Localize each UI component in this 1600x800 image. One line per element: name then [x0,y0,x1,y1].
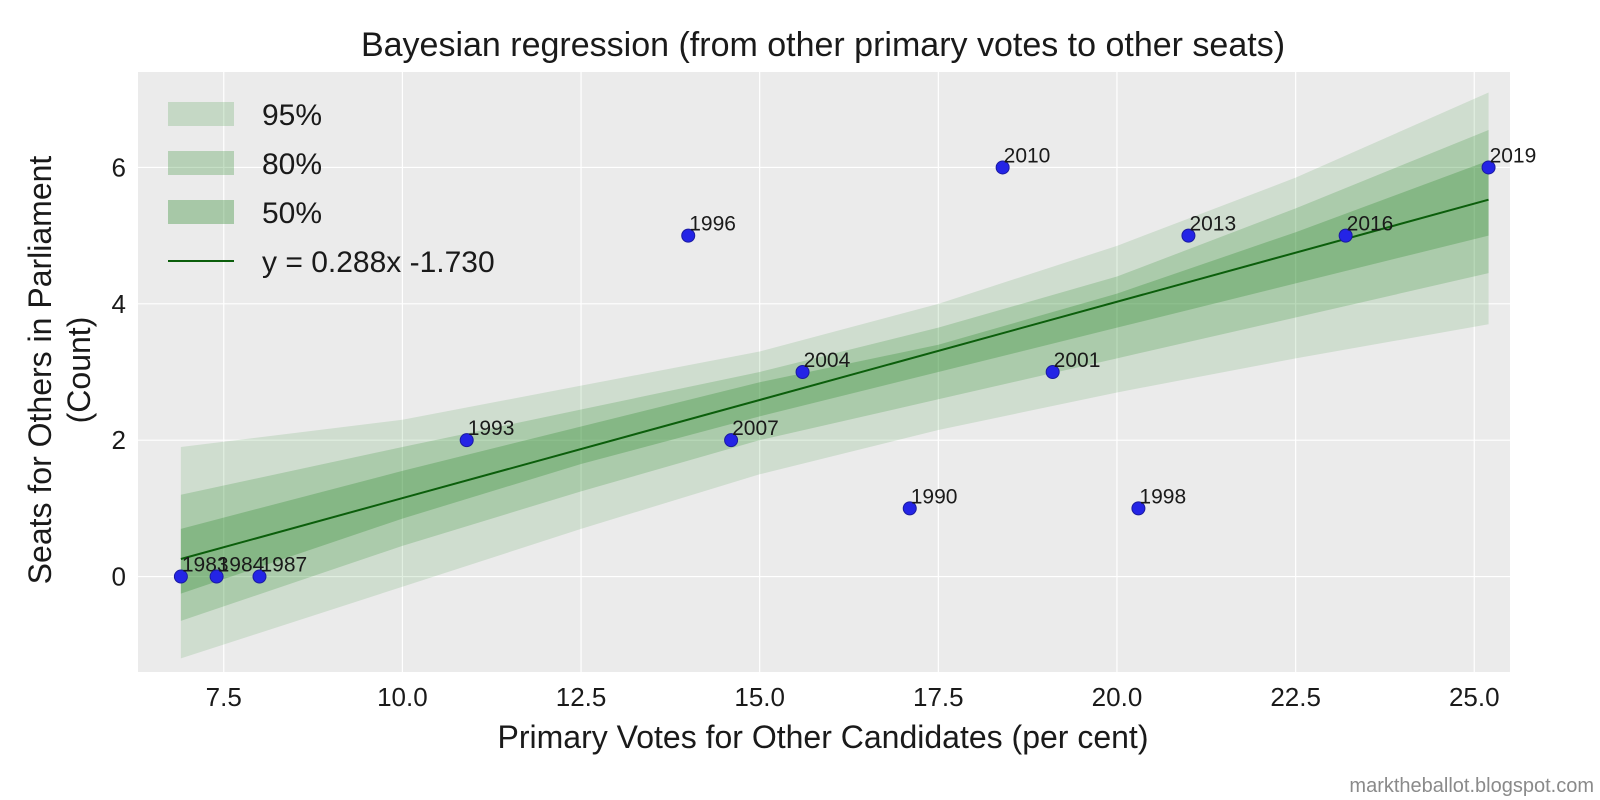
data-point-label: 2019 [1490,144,1537,167]
data-point [902,501,917,516]
x-tick-label: 15.0 [734,682,785,712]
data-point-label: 2004 [804,349,851,372]
data-point [681,228,696,243]
data-point-label: 1987 [260,554,307,577]
data-point-label: 1998 [1139,485,1186,508]
data-point [173,569,188,584]
legend-label: y = 0.288x -1.730 [262,246,495,279]
x-tick-label: 17.5 [913,682,964,712]
legend: 95% 80% 50% y = 0.288x -1.730 [168,99,495,279]
data-point [1338,228,1353,243]
data-point-label: 1990 [911,485,958,508]
y-tick-label: 2 [112,425,126,455]
y-axis-label-line2: (Count) [61,317,97,424]
data-point-label: 2010 [1004,144,1051,167]
x-tick-label: 22.5 [1270,682,1321,712]
data-point-label: 1984 [218,554,265,577]
legend-swatch [168,102,234,126]
x-axis-label: Primary Votes for Other Candidates (per … [498,719,1149,755]
x-tick-label: 25.0 [1449,682,1500,712]
band-50pct [180,160,1489,594]
regression-line-group [180,198,1489,560]
y-tick-label: 4 [112,289,126,319]
y-tick-labels: 0 2 4 6 [112,152,126,591]
band-95pct [180,92,1489,659]
chart-title: Bayesian regression (from other primary … [361,26,1285,64]
legend-swatch [168,151,234,175]
data-point [795,365,810,379]
data-point-label: 2013 [1189,213,1236,236]
credit-text: marktheballot.blogspot.com [1349,775,1594,797]
data-point [209,569,224,584]
x-tick-label: 12.5 [556,682,607,712]
credible-interval-bands [180,92,1489,659]
legend-label: 95% [262,99,322,132]
data-point [1131,501,1146,516]
regression-line [180,198,1489,560]
data-point [1481,160,1496,175]
band-80pct [180,129,1489,621]
x-tick-label: 10.0 [377,682,428,712]
data-point-label: 2007 [732,417,779,440]
data-point [995,160,1010,175]
data-point-label: 2001 [1054,349,1101,372]
data-points: 1983198419871990199319961998200120042007… [173,144,1537,584]
legend-swatch [168,200,234,224]
gridlines [138,72,1510,672]
data-point-label: 1993 [468,417,515,440]
x-tick-label: 20.0 [1092,682,1143,712]
data-point [724,433,739,448]
data-point [1181,228,1196,243]
data-point-label: 1996 [689,213,736,236]
y-axis-label-line1: Seats for Others in Parliament [22,156,58,585]
plot-background [138,72,1510,672]
x-tick-label: 7.5 [206,682,242,712]
legend-label: 50% [262,197,322,230]
legend-label: 80% [262,148,322,181]
data-point [252,569,267,584]
y-tick-label: 0 [112,562,126,592]
data-point [1045,365,1060,379]
y-tick-label: 6 [112,152,126,182]
data-point [459,433,474,448]
x-tick-labels: 7.5 10.0 12.5 15.0 17.5 20.0 22.5 25.0 [206,682,1500,712]
data-point-label: 2016 [1347,213,1394,236]
